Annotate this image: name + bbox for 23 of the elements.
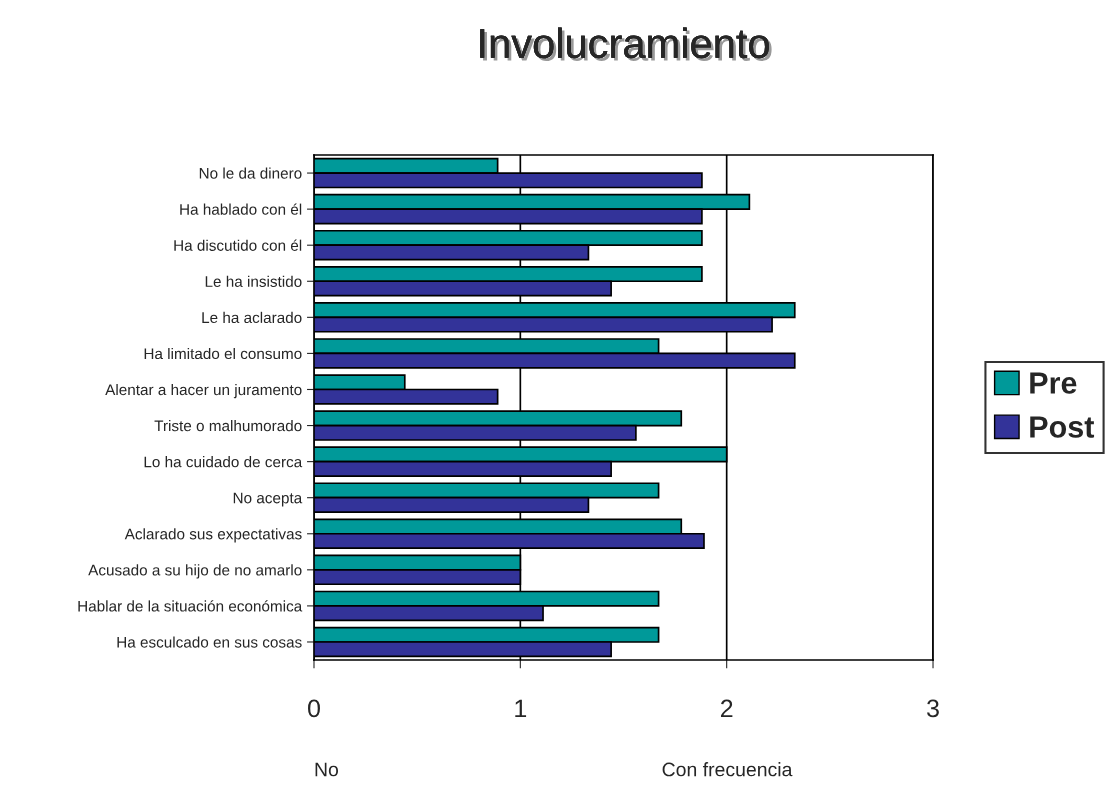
y-tick-label: Ha esculcado en sus cosas [117, 636, 302, 648]
x-tick-label: 0 [308, 699, 320, 718]
y-tick-label: Ha limitado el consumo [144, 347, 302, 360]
x-tick-label: 3 [927, 699, 939, 718]
y-tick-label: Le ha insistido [205, 275, 302, 287]
y-tick-label: No acepta [233, 492, 303, 507]
y-tick-label: Acusado a su hijo de no amarlo [88, 564, 302, 579]
y-tick-label: Ha hablado con él [180, 203, 302, 215]
y-tick-label: Alentar a hacer un juramento [105, 383, 302, 399]
chart-title: Involucramiento [480, 27, 772, 61]
text: No [315, 762, 339, 777]
y-tick-label: Ha discutido con él [174, 239, 302, 251]
text: Con frecuencia [662, 762, 793, 777]
x-tick-label: 2 [720, 699, 733, 718]
x-tick-label: 1 [515, 699, 527, 718]
y-tick-label: No le da dinero [199, 167, 302, 179]
y-tick-label: Le ha aclarado [202, 311, 302, 324]
y-tick-label: Lo ha cuidado de cerca [144, 456, 303, 468]
y-tick-label: Hablar de la situación económica [78, 600, 303, 612]
y-tick-label: Aclarado sus expectativas [124, 528, 302, 543]
legend-label: Pre [1030, 372, 1077, 394]
y-tick-label: Triste o malhumorado [154, 420, 302, 432]
legend-label: Post [1030, 416, 1095, 438]
